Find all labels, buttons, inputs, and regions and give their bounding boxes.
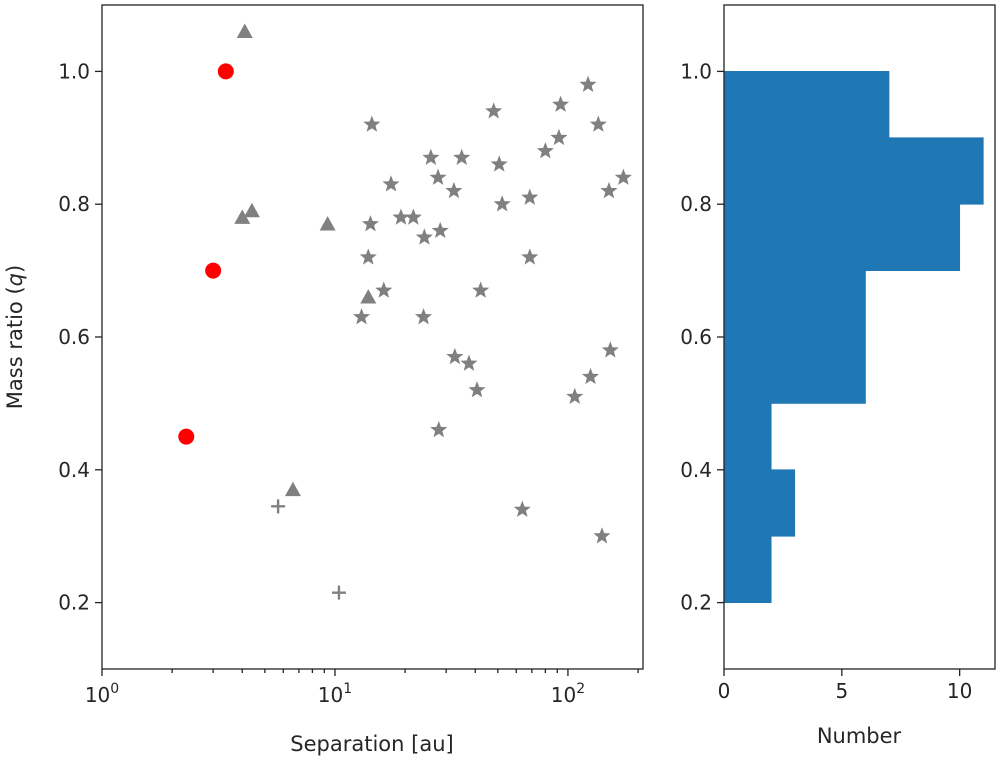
histogram-x-tick-label: 10 <box>947 679 972 703</box>
stars-point-4 <box>490 155 508 172</box>
histogram-x-label: Number <box>817 724 902 748</box>
stars-point-31 <box>601 341 619 358</box>
stars-point-6 <box>579 75 597 92</box>
histogram-bar-0 <box>723 535 772 604</box>
scatter-x-label: Separation [au] <box>290 732 453 756</box>
scatter-y-tick-label: 0.6 <box>58 325 90 349</box>
stars-point-1 <box>422 148 440 165</box>
stars-point-25 <box>472 281 490 298</box>
histogram-y-tick-label: 0.8 <box>680 192 712 216</box>
stars-point-18 <box>404 208 422 225</box>
histogram-bar-7 <box>723 71 890 139</box>
stars-point-27 <box>414 308 433 325</box>
stars-point-13 <box>493 195 511 212</box>
histogram-bar-4 <box>723 270 866 338</box>
histogram-bar-2 <box>723 402 772 471</box>
scatter-y-tick-label: 0.4 <box>58 458 90 482</box>
triangles-point-0 <box>236 23 253 38</box>
stars-point-24 <box>375 281 393 298</box>
scatter-x-tick-label: 101 <box>318 681 352 707</box>
stars-point-34 <box>430 420 448 438</box>
histogram-y-tick-label: 0.2 <box>680 591 712 615</box>
histogram-y-tick-label: 0.6 <box>680 325 712 349</box>
triangles-point-4 <box>360 289 377 304</box>
histogram-bar-3 <box>723 336 866 404</box>
triangles-point-5 <box>284 481 301 497</box>
histogram-y-tick-label: 1.0 <box>680 59 712 83</box>
stars-point-5 <box>552 95 570 112</box>
scatter-x-tick-label: 102 <box>551 681 585 707</box>
stars-point-22 <box>359 248 377 265</box>
stars-point-20 <box>415 228 433 245</box>
stars-point-16 <box>614 168 632 185</box>
histogram-bar-1 <box>723 469 796 537</box>
stars-point-9 <box>536 142 554 159</box>
histogram-bar-5 <box>723 203 961 271</box>
scatter-y-tick-label: 0.2 <box>58 591 90 615</box>
stars-point-36 <box>593 527 611 544</box>
circles-point-2 <box>178 428 195 445</box>
circles-point-0 <box>217 63 234 80</box>
stars-point-15 <box>600 181 618 199</box>
scatter-y-ticks: 0.2 0.4 0.6 0.8 1.0 <box>58 59 102 615</box>
stars-point-14 <box>521 188 539 205</box>
stars-point-35 <box>513 500 531 517</box>
stars-point-33 <box>566 387 584 405</box>
circles-point-1 <box>205 262 222 279</box>
histogram-bar-6 <box>723 137 984 205</box>
stars-point-32 <box>581 367 600 385</box>
stars-point-19 <box>361 215 379 232</box>
histogram-x-tick-label: 0 <box>718 679 731 703</box>
stars-point-0 <box>363 115 381 132</box>
stars-point-30 <box>468 381 486 398</box>
histogram-y-ticks: 0.2 0.4 0.6 0.8 1.0 <box>680 59 724 615</box>
plus-point-0 <box>271 499 286 514</box>
histogram-x-ticks: 0 5 10 <box>718 669 972 703</box>
triangles-point-2 <box>243 202 260 218</box>
stars-point-29 <box>460 354 478 371</box>
histogram-bars <box>723 71 984 604</box>
stars-point-26 <box>352 308 371 325</box>
stars-point-2 <box>453 148 471 165</box>
stars-point-23 <box>521 248 539 265</box>
scatter-y-label: Mass ratio (q) <box>3 265 27 409</box>
stars-point-7 <box>589 115 607 132</box>
plus-point-1 <box>331 585 346 600</box>
scatter-x-tick-label: 100 <box>85 681 119 707</box>
scatter-x-ticks: 100 101 102 <box>85 669 639 707</box>
stars-point-12 <box>445 181 463 199</box>
scatter-marks <box>178 23 632 600</box>
scatter-y-tick-label: 0.8 <box>58 192 90 216</box>
stars-point-8 <box>550 128 568 146</box>
stars-point-11 <box>429 168 447 185</box>
histogram-x-tick-label: 5 <box>835 679 848 703</box>
stars-point-10 <box>382 175 400 192</box>
stars-point-28 <box>446 347 464 365</box>
stars-point-21 <box>431 221 449 239</box>
triangles-point-1 <box>234 209 251 224</box>
triangles-point-3 <box>319 216 336 231</box>
histogram-y-tick-label: 0.4 <box>680 458 712 482</box>
scatter-y-tick-label: 1.0 <box>58 59 90 83</box>
stars-point-17 <box>392 208 410 225</box>
scatter-panel: 100 101 102 0.2 0.4 0.6 0.8 1.0 Separation [au… <box>3 4 644 756</box>
stars-point-3 <box>485 102 503 119</box>
histogram-panel: 0 5 10 0.2 0.4 0.6 0.8 1.0 Number <box>680 4 996 748</box>
